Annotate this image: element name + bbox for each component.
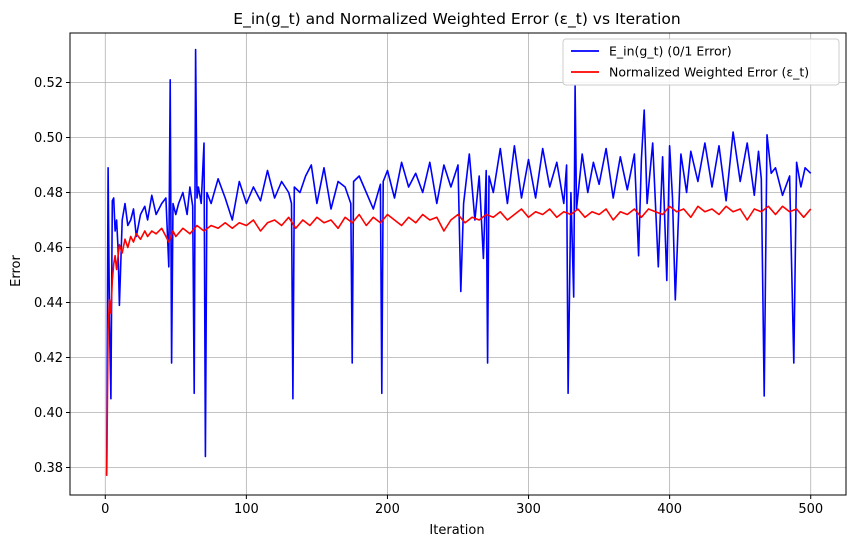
legend: E_in(g_t) (0/1 Error) Normalized Weighted… <box>562 38 840 86</box>
grid <box>70 33 846 495</box>
y-tick-label: 0.52 <box>34 76 63 91</box>
x-tick-label: 300 <box>516 502 541 517</box>
x-tick-label: 100 <box>234 502 259 517</box>
y-tick-label: 0.40 <box>34 406 63 421</box>
series-layer <box>105 48 812 476</box>
y-tick-label: 0.38 <box>34 461 63 476</box>
y-tick-label: 0.42 <box>34 351 63 366</box>
plot-frame <box>69 32 847 496</box>
x-axis-label: Iteration <box>429 523 484 538</box>
ticks: 0 100 200 300 400 500 0.38 0.40 0.42 0.44 0.46 0.48… <box>34 76 823 517</box>
x-tick-label: 500 <box>798 502 823 517</box>
y-tick-label: 0.48 <box>34 186 63 201</box>
x-tick-label: 0 <box>101 502 109 517</box>
x-tick-label: 400 <box>657 502 682 517</box>
y-tick-label: 0.46 <box>34 241 63 256</box>
chart-title: E_in(g_t) and Normalized Weighted Error … <box>233 10 680 29</box>
y-tick-label: 0.44 <box>34 296 63 311</box>
weighted-error-series-line <box>105 205 812 476</box>
legend-box <box>562 38 840 86</box>
legend-entry-label: E_in(g_t) (0/1 Error) <box>609 44 732 59</box>
y-tick-label: 0.50 <box>34 131 63 146</box>
ein-series-line <box>105 48 812 476</box>
y-axis-label: Error <box>9 255 24 287</box>
legend-entry-label: Normalized Weighted Error (ε_t) <box>609 65 809 80</box>
x-tick-label: 200 <box>375 502 400 517</box>
